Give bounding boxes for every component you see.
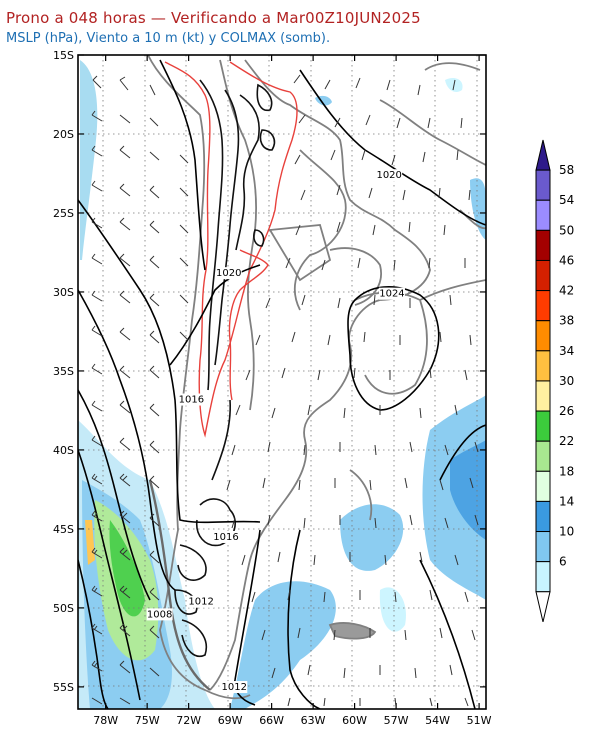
- lon-label: 78W: [93, 714, 118, 727]
- pressure-label-bg: [376, 169, 403, 182]
- lat-label: 40S: [53, 444, 74, 457]
- colorbar-label: 14: [559, 494, 574, 508]
- pressure-label: 1012: [222, 682, 247, 693]
- lon-label: 72W: [176, 714, 201, 727]
- pressure-label: 1020: [376, 170, 401, 181]
- pressure-label: 1012: [188, 597, 213, 608]
- colorbar-label: 22: [559, 434, 574, 448]
- colorbar-swatch: [535, 229, 551, 261]
- lon-label: 75W: [135, 714, 160, 727]
- colorbar-swatch: [535, 561, 551, 593]
- pressure-label-bg: [221, 681, 248, 694]
- isobars: [78, 59, 486, 709]
- pressure-labels: 1020 1024 1020 1016 1016 1012 1008 1012: [146, 169, 405, 694]
- lon-label: 60W: [342, 714, 367, 727]
- colorbar-label: 58: [559, 163, 574, 177]
- lat-label: 35S: [53, 365, 74, 378]
- pressure-label-bg: [178, 393, 205, 406]
- longitude-axis: 78W 75W 72W 69W 66W 63W 60W 57W 54W 51W: [93, 55, 492, 727]
- colorbar-label: 42: [559, 284, 574, 298]
- grid-lines: [78, 55, 486, 709]
- colorbar-cap-bottom: [535, 591, 551, 622]
- colorbar-label: 10: [559, 525, 574, 539]
- colorbar-swatch: [535, 350, 551, 382]
- lon-label: 69W: [218, 714, 243, 727]
- pressure-label: 1024: [379, 289, 404, 300]
- lon-label: 66W: [259, 714, 284, 727]
- lat-label: 20S: [53, 128, 74, 141]
- colorbar-swatch: [535, 320, 551, 352]
- lat-label: 25S: [53, 207, 74, 220]
- pressure-label-bg: [188, 595, 215, 608]
- colorbar-swatch: [535, 410, 551, 442]
- colorbar-label: 6: [559, 555, 567, 569]
- colorbar-label: 54: [559, 193, 574, 207]
- map-frame: [77, 54, 487, 710]
- pressure-label: 1008: [147, 609, 172, 620]
- colorbar-swatch: [535, 500, 551, 533]
- lon-label: 54W: [425, 714, 450, 727]
- colorbar-swatch: [535, 470, 551, 502]
- colorbar-label: 46: [559, 253, 574, 267]
- colorbar-label: 26: [559, 404, 574, 418]
- lat-label: 15S: [53, 49, 74, 62]
- lat-label: 55S: [53, 681, 74, 694]
- lat-label: 45S: [53, 523, 74, 536]
- colorbar: 58 54 50 46 42 38 34 30 26 22 18 14 10 6: [535, 139, 574, 622]
- lon-label: 57W: [384, 714, 409, 727]
- colorbar-swatch: [535, 531, 551, 563]
- colorbar-label: 18: [559, 464, 574, 478]
- lat-label: 50S: [53, 602, 74, 615]
- pressure-label-bg: [212, 530, 239, 543]
- page-title: Prono a 048 horas — Verificando a Mar00Z…: [6, 9, 421, 27]
- lon-label: 51W: [467, 714, 492, 727]
- pressure-label-bg: [378, 287, 405, 300]
- colorbar-label: 34: [559, 344, 574, 358]
- pressure-label-bg: [146, 608, 173, 621]
- wind-barbs: [91, 74, 479, 707]
- colorbar-label: 30: [559, 374, 574, 388]
- colorbar-label: 50: [559, 223, 574, 237]
- coastlines-borders: [147, 55, 486, 700]
- page-subtitle: MSLP (hPa), Viento a 10 m (kt) y COLMAX …: [6, 31, 331, 46]
- colorbar-swatch: [535, 199, 551, 231]
- topography-contours: [174, 79, 276, 657]
- red-contours: [164, 61, 298, 438]
- pressure-label: 1020: [216, 268, 241, 279]
- pressure-label: 1016: [179, 395, 204, 406]
- colorbar-swatch: [535, 380, 551, 412]
- colmax-shading: [78, 60, 486, 709]
- lat-label: 30S: [53, 286, 74, 299]
- colorbar-swatch: [535, 259, 551, 292]
- lon-label: 63W: [301, 714, 326, 727]
- pressure-label-bg: [215, 267, 242, 280]
- latitude-axis: 15S 20S 25S 30S 35S 40S 45S 50S 55S: [53, 49, 486, 694]
- colorbar-swatch: [535, 290, 551, 322]
- colorbar-swatch: [535, 169, 551, 201]
- pressure-label: 1016: [213, 532, 238, 543]
- colorbar-label: 38: [559, 314, 574, 328]
- colorbar-cap-top: [535, 139, 551, 171]
- colorbar-swatch: [535, 440, 551, 472]
